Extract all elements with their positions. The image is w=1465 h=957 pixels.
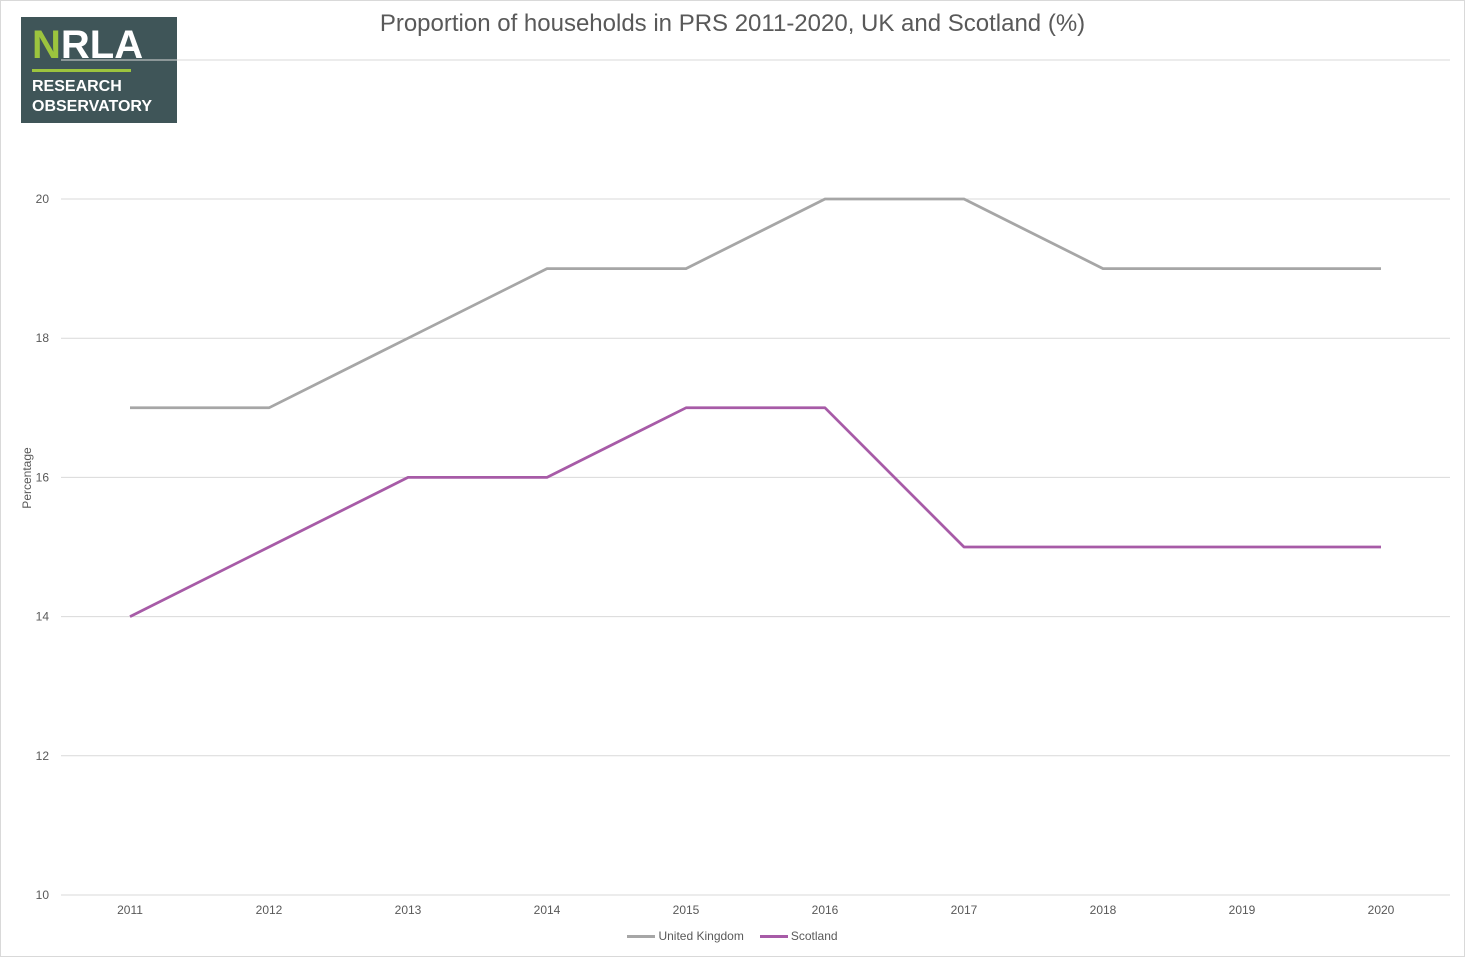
x-tick-label: 2011: [117, 903, 143, 917]
x-tick-label: 2014: [534, 903, 561, 917]
y-axis-label: Percentage: [20, 447, 34, 509]
gridlines: [61, 59, 1450, 896]
x-tick-label: 2012: [256, 903, 283, 917]
x-tick-label: 2020: [1368, 903, 1395, 917]
logo-line-observatory: OBSERVATORY: [32, 98, 153, 115]
legend-label: Scotland: [790, 929, 838, 943]
series-line-scotland: [129, 406, 1381, 618]
x-tick-label: 2016: [812, 903, 839, 917]
x-tick-label: 2013: [395, 903, 422, 917]
y-tick-label: 14: [36, 610, 50, 624]
logo-subtitle: RESEARCH OBSERVATORY: [32, 77, 152, 117]
series-line-united-kingdom: [130, 197, 1381, 410]
x-tick-label: 2015: [673, 903, 700, 917]
y-tick-label: 18: [36, 331, 50, 345]
y-tick-label: 16: [36, 470, 50, 484]
y-tick-label: 10: [36, 888, 50, 902]
x-axis-ticks: 2011 2012 2013 2014 2015 2016 2017 2018 2019 2020: [117, 903, 1395, 917]
legend-item-scotland: Scotland: [759, 929, 838, 943]
chart-title: Proportion of households in PRS 2011-202…: [379, 10, 1086, 37]
legend-label: United Kingdom: [658, 929, 744, 943]
logo-line-research: RESEARCH: [32, 78, 122, 95]
legend: United Kingdom Scotland: [0, 929, 1465, 943]
y-tick-label: 20: [36, 192, 50, 206]
legend-swatch: [627, 934, 656, 938]
x-tick-label: 2017: [951, 903, 978, 917]
x-tick-label: 2018: [1090, 903, 1117, 917]
legend-swatch: [759, 934, 788, 938]
logo-underline: [32, 69, 131, 72]
y-tick-label: 12: [36, 749, 50, 763]
legend-item-united-kingdom: United Kingdom: [627, 929, 744, 943]
series-lines: [129, 197, 1381, 618]
x-tick-label: 2019: [1229, 903, 1256, 917]
logo-letter-n: N: [32, 23, 61, 67]
y-axis-ticks: 10 12 14 16 18 20: [36, 192, 50, 902]
